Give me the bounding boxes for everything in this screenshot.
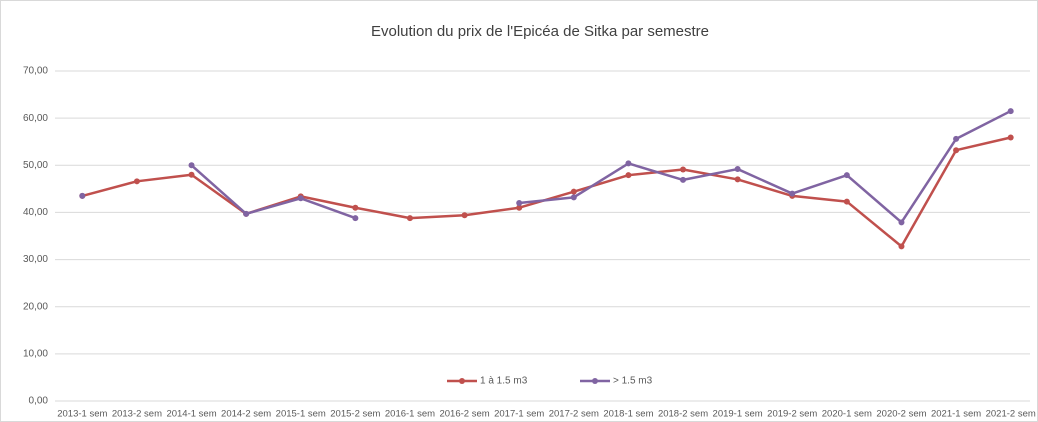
data-point bbox=[243, 210, 250, 217]
data-point bbox=[734, 166, 741, 173]
x-tick-label: 2013-1 sem bbox=[57, 409, 107, 420]
y-tick-label: 20,00 bbox=[23, 301, 48, 312]
data-point bbox=[516, 200, 523, 206]
y-tick-label: 30,00 bbox=[23, 254, 48, 265]
legend-marker bbox=[459, 378, 465, 384]
y-tick-label: 60,00 bbox=[23, 113, 48, 124]
data-point bbox=[953, 135, 960, 142]
data-point bbox=[680, 166, 687, 173]
series-line bbox=[190, 109, 1012, 224]
x-tick-label: 2016-1 sem bbox=[385, 409, 435, 420]
x-tick-label: 2019-1 sem bbox=[713, 409, 763, 420]
data-point bbox=[297, 195, 304, 202]
data-point bbox=[789, 190, 796, 197]
x-tick-label: 2016-2 sem bbox=[439, 409, 489, 420]
y-tick-label: 0,00 bbox=[29, 396, 49, 407]
x-tick-label: 2014-1 sem bbox=[166, 409, 216, 420]
legend-marker bbox=[592, 378, 598, 384]
data-point bbox=[1007, 134, 1014, 141]
data-point bbox=[570, 194, 577, 201]
x-tick-label: 2019-2 sem bbox=[767, 409, 817, 420]
x-tick-label: 2020-1 sem bbox=[822, 409, 872, 420]
data-point bbox=[625, 172, 632, 179]
chart-title: Evolution du prix de l'Epicéa de Sitka p… bbox=[371, 23, 709, 40]
data-point bbox=[570, 188, 577, 195]
data-point bbox=[898, 243, 905, 250]
y-tick-label: 50,00 bbox=[23, 160, 48, 171]
x-tick-label: 2020-2 sem bbox=[876, 409, 926, 420]
x-tick-label: 2015-1 sem bbox=[276, 409, 326, 420]
y-tick-label: 10,00 bbox=[23, 348, 48, 359]
data-point bbox=[133, 178, 140, 185]
x-tick-label: 2013-2 sem bbox=[112, 409, 162, 420]
data-point bbox=[188, 171, 195, 178]
legend-label: 1 à 1.5 m3 bbox=[480, 376, 528, 387]
data-point bbox=[898, 219, 905, 226]
legend-label: > 1.5 m3 bbox=[613, 376, 653, 387]
x-tick-label: 2017-1 sem bbox=[494, 409, 544, 420]
data-point bbox=[352, 204, 359, 211]
x-tick-label: 2018-2 sem bbox=[658, 409, 708, 420]
data-point bbox=[516, 204, 523, 211]
data-point bbox=[625, 160, 632, 167]
data-point bbox=[843, 198, 850, 205]
data-point bbox=[461, 212, 468, 219]
data-point bbox=[406, 215, 413, 222]
y-tick-label: 40,00 bbox=[23, 207, 48, 218]
data-point bbox=[1007, 108, 1014, 115]
data-point bbox=[352, 215, 359, 222]
x-tick-label: 2015-2 sem bbox=[330, 409, 380, 420]
x-tick-label: 2021-2 sem bbox=[986, 409, 1036, 420]
y-tick-label: 70,00 bbox=[23, 66, 48, 77]
data-point bbox=[843, 172, 850, 179]
x-tick-label: 2018-1 sem bbox=[603, 409, 653, 420]
x-tick-label: 2014-2 sem bbox=[221, 409, 271, 420]
data-point bbox=[188, 162, 195, 169]
x-tick-label: 2017-2 sem bbox=[549, 409, 599, 420]
data-point bbox=[680, 176, 687, 183]
data-point bbox=[79, 192, 86, 199]
data-point bbox=[734, 176, 741, 183]
x-tick-label: 2021-1 sem bbox=[931, 409, 981, 420]
data-point bbox=[953, 147, 960, 154]
